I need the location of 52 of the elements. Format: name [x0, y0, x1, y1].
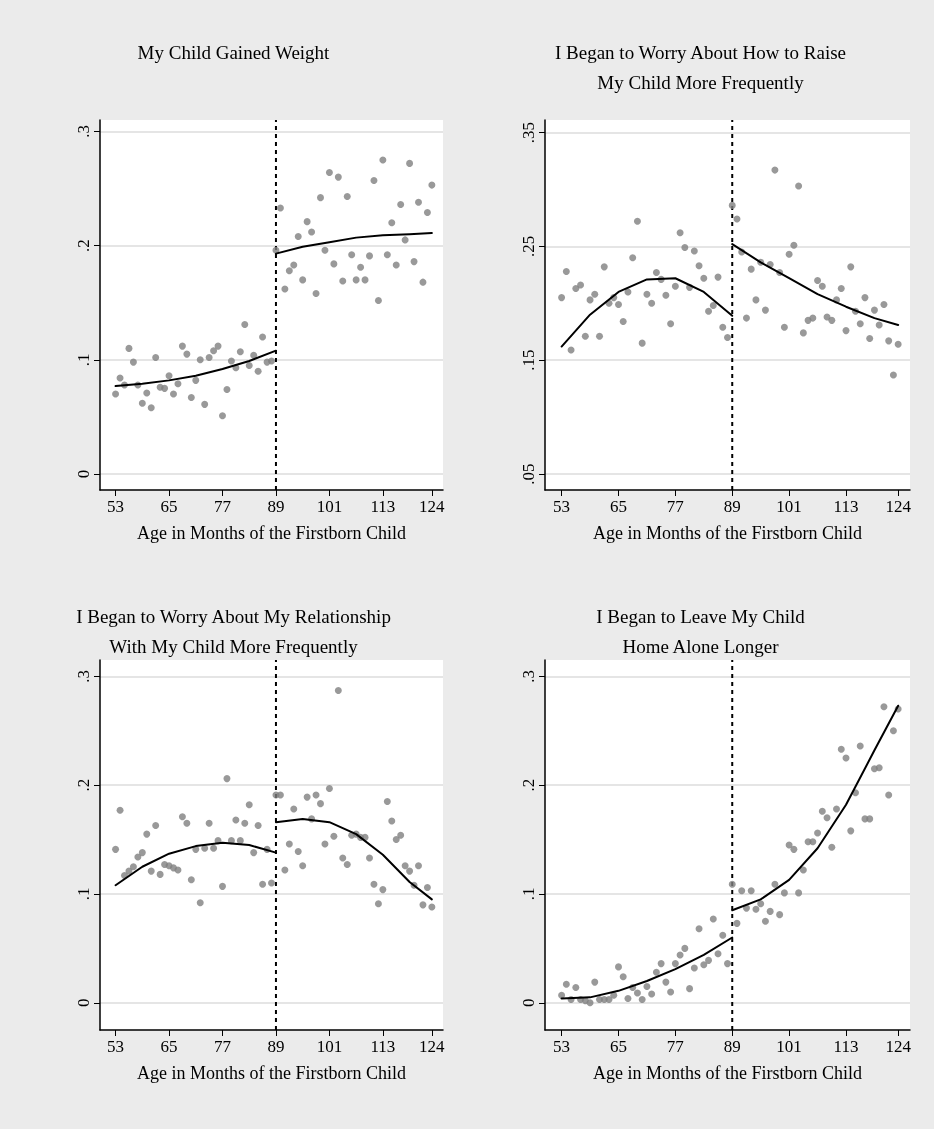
y-tick-label: .35 [519, 121, 538, 144]
y-tick-label: .2 [519, 778, 538, 792]
chart-title: I Began to Leave My Child Home Alone Longer [596, 605, 806, 657]
y-tick-label: .05 [519, 463, 538, 485]
y-tick-label: .2 [74, 239, 93, 252]
x-tick-label: 124 [885, 1037, 912, 1056]
y-tick-label: .3 [74, 669, 93, 683]
x-tick-label: 53 [107, 1037, 125, 1056]
x-tick-label: 124 [885, 497, 912, 516]
y-tick-label: .3 [74, 125, 93, 138]
y-tick-label: 0 [74, 469, 93, 479]
x-tick-label: 124 [419, 1037, 446, 1056]
x-axis-title: Age in Months of the Firstborn Child [593, 523, 862, 543]
x-tick-label: 53 [553, 497, 571, 516]
x-tick-label: 101 [776, 1037, 802, 1056]
x-axis-title: Age in Months of the Firstborn Child [137, 523, 406, 543]
x-tick-label: 89 [723, 1037, 741, 1056]
x-tick-label: 65 [609, 497, 627, 516]
chart-title: My Child Gained Weight [137, 41, 331, 63]
x-tick-label: 113 [833, 497, 859, 516]
y-tick-label: .1 [74, 353, 93, 367]
y-tick-label: 0 [519, 998, 538, 1008]
x-tick-label: 89 [267, 1037, 285, 1056]
x-tick-label: 89 [723, 497, 741, 516]
chart-title: I Began to Worry About How to Raise My Child More Frequently [554, 41, 847, 93]
x-tick-label: 77 [214, 497, 232, 516]
x-tick-label: 101 [316, 497, 343, 516]
y-tick-label: .3 [519, 669, 538, 683]
y-tick-label: .2 [74, 778, 93, 792]
x-tick-label: 113 [833, 1037, 859, 1056]
x-tick-label: 65 [160, 1037, 178, 1056]
x-tick-label: 101 [316, 1037, 343, 1056]
x-tick-label: 65 [609, 1037, 627, 1056]
x-tick-label: 113 [370, 497, 396, 516]
x-tick-label: 53 [553, 1037, 571, 1056]
x-axis-title: Age in Months of the Firstborn Child [137, 1063, 406, 1083]
y-tick-label: .1 [74, 887, 93, 901]
x-tick-label: 101 [776, 497, 802, 516]
x-axis-title: Age in Months of the Firstborn Child [593, 1063, 862, 1083]
x-tick-label: 65 [160, 497, 178, 516]
x-tick-label: 113 [370, 1037, 396, 1056]
x-tick-label: 89 [267, 497, 285, 516]
x-tick-label: 124 [419, 497, 446, 516]
y-tick-label: .1 [519, 887, 538, 901]
chart-title: I Began to Worry About My Relationship With My Child More Frequently [76, 605, 391, 657]
x-tick-label: 77 [214, 1037, 232, 1056]
x-tick-label: 77 [666, 497, 685, 516]
x-tick-label: 77 [666, 1037, 685, 1056]
x-tick-label: 53 [107, 497, 125, 516]
y-tick-label: .25 [519, 235, 538, 257]
y-tick-label: .15 [519, 349, 538, 371]
y-tick-label: 0 [74, 998, 93, 1008]
